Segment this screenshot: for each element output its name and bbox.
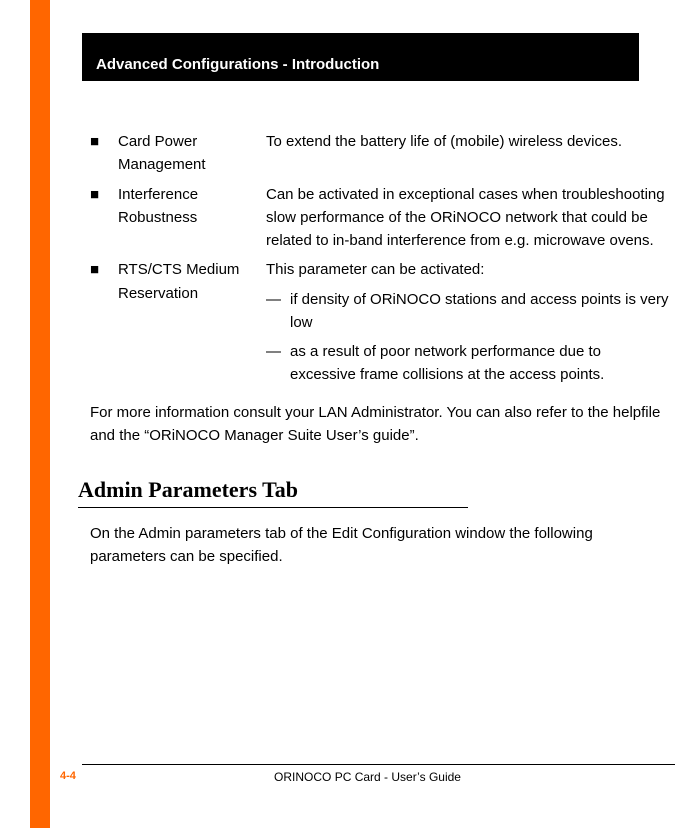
- body-content: ■ Card Power Management To extend the ba…: [90, 130, 670, 569]
- page-footer: 4-4 ORINOCO PC Card - User’s Guide: [60, 768, 675, 788]
- sub-item: — if density of ORiNOCO stations and acc…: [266, 288, 670, 335]
- section-body: On the Admin parameters tab of the Edit …: [90, 522, 670, 569]
- definition-desc-intro: This parameter can be activated:: [266, 258, 670, 281]
- definition-desc: Can be activated in exceptional cases wh…: [266, 183, 670, 253]
- sub-item-text: if density of ORiNOCO stations and acces…: [290, 288, 670, 335]
- footer-doc-title: ORINOCO PC Card - User’s Guide: [60, 770, 675, 784]
- definition-row: ■ Interference Robustness Can be activat…: [90, 183, 670, 253]
- definition-desc: To extend the battery life of (mobile) w…: [266, 130, 670, 177]
- definition-term: Interference Robustness: [118, 183, 266, 253]
- chapter-header-title: Advanced Configurations - Introduction: [96, 56, 379, 73]
- bullet-icon: ■: [90, 183, 118, 253]
- definition-term: Card Power Management: [118, 130, 266, 177]
- chapter-header: Advanced Configurations - Introduction: [82, 33, 639, 81]
- definition-term: RTS/CTS Medium Reservation: [118, 258, 266, 386]
- bullet-icon: ■: [90, 130, 118, 177]
- definition-desc-group: This parameter can be activated: — if de…: [266, 258, 670, 386]
- definition-row: ■ RTS/CTS Medium Reservation This parame…: [90, 258, 670, 386]
- body-paragraph: For more information consult your LAN Ad…: [90, 401, 670, 448]
- sub-item: — as a result of poor network performanc…: [266, 340, 670, 387]
- section-heading: Admin Parameters Tab: [78, 477, 670, 503]
- dash-icon: —: [266, 288, 290, 335]
- section-rule: [78, 507, 468, 508]
- dash-icon: —: [266, 340, 290, 387]
- sub-item-text: as a result of poor network performance …: [290, 340, 670, 387]
- definition-row: ■ Card Power Management To extend the ba…: [90, 130, 670, 177]
- bullet-icon: ■: [90, 258, 118, 386]
- page: Advanced Configurations - Introduction ■…: [0, 0, 695, 828]
- footer-rule: [82, 764, 675, 765]
- accent-vertical-bar: [30, 0, 50, 828]
